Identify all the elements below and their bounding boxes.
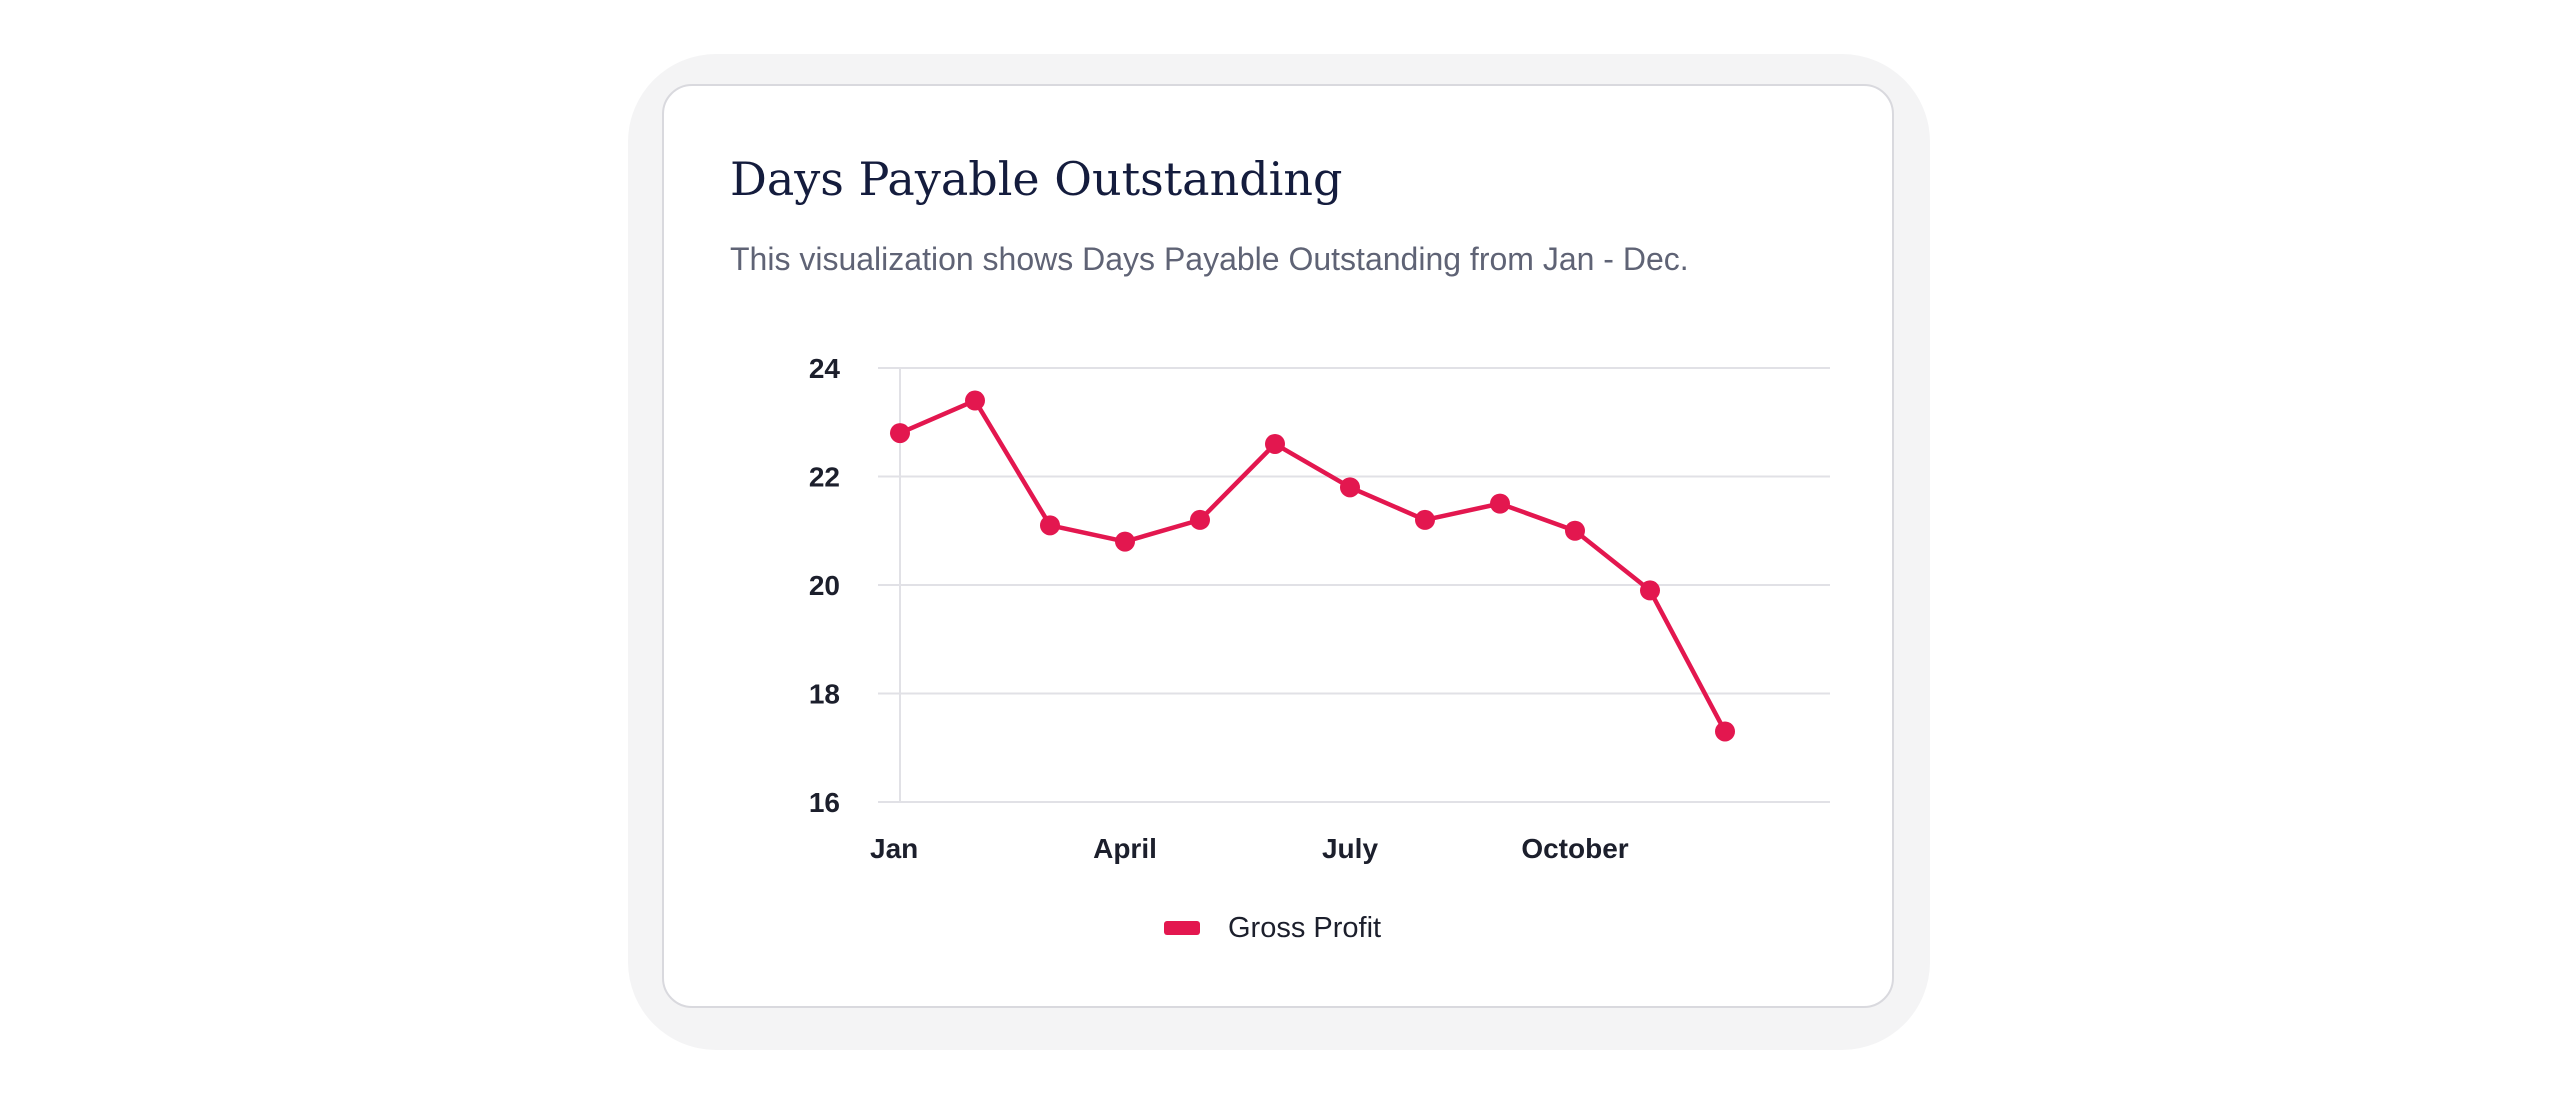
data-point[interactable] (1115, 531, 1135, 552)
data-point[interactable] (1640, 580, 1660, 601)
x-tick-label: July (1322, 833, 1378, 864)
chart-card: Days Payable Outstanding This visualizat… (662, 84, 1894, 1008)
x-tick-label: April (1093, 833, 1157, 864)
line-chart: 16 18 20 22 24 Jan April July October (809, 353, 1830, 864)
series-gross-profit (890, 390, 1735, 742)
y-tick-label: 18 (809, 679, 840, 710)
y-tick-label: 24 (809, 353, 841, 384)
series-line (897, 398, 1728, 734)
data-point[interactable] (1340, 477, 1360, 498)
x-tick-label: Jan (870, 833, 918, 864)
card-subtitle: This visualization shows Days Payable Ou… (730, 241, 1689, 277)
data-point[interactable] (1265, 433, 1285, 454)
grid-lines (878, 367, 1830, 803)
legend-label: Gross Profit (1228, 911, 1382, 944)
data-point[interactable] (1715, 721, 1735, 742)
data-point[interactable] (890, 423, 910, 444)
data-point[interactable] (1565, 520, 1585, 541)
card-title: Days Payable Outstanding (730, 152, 1343, 206)
data-point[interactable] (965, 390, 985, 411)
data-point[interactable] (1040, 515, 1060, 536)
legend: Gross Profit (1164, 908, 1381, 948)
y-tick-label: 20 (809, 570, 840, 601)
legend-swatch (1164, 921, 1200, 935)
data-point[interactable] (1490, 493, 1510, 514)
y-tick-label: 16 (809, 787, 840, 818)
y-tick-label: 22 (809, 462, 840, 493)
x-tick-labels: Jan April July October (870, 833, 1629, 864)
y-tick-labels: 16 18 20 22 24 (809, 353, 841, 818)
data-point[interactable] (1190, 509, 1210, 530)
x-tick-label: October (1521, 833, 1628, 864)
data-point[interactable] (1415, 509, 1435, 530)
